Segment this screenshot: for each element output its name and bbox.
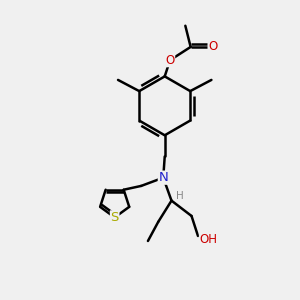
Text: S: S — [110, 211, 119, 224]
Text: O: O — [165, 54, 175, 67]
Text: O: O — [208, 40, 217, 53]
Text: OH: OH — [200, 233, 217, 246]
Text: N: N — [158, 171, 168, 184]
Text: H: H — [176, 191, 184, 201]
